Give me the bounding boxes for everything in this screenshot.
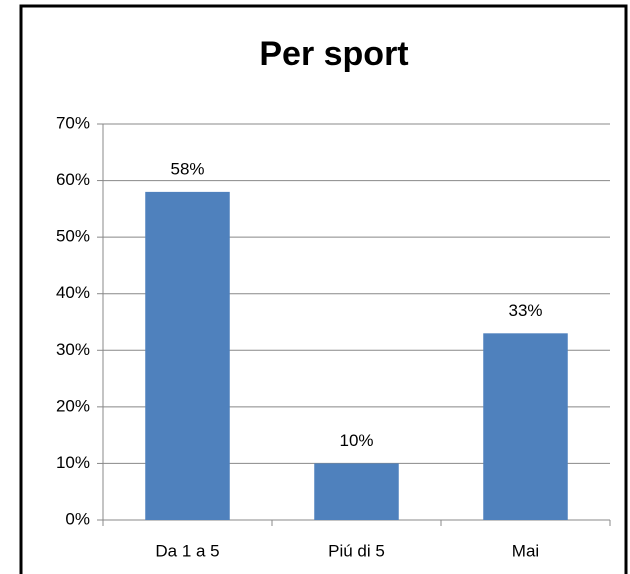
x-tick-label: Piú di 5	[328, 541, 385, 560]
bar	[314, 463, 399, 520]
data-label: 10%	[339, 431, 373, 450]
x-tick-label: Mai	[512, 541, 539, 560]
y-tick-label: 60%	[56, 170, 90, 189]
y-tick-label: 50%	[56, 227, 90, 246]
data-label: 33%	[508, 301, 542, 320]
y-tick-label: 20%	[56, 396, 90, 415]
y-tick-label: 70%	[56, 113, 90, 132]
y-tick-label: 10%	[56, 453, 90, 472]
x-tick-label: Da 1 a 5	[155, 541, 219, 560]
bar	[145, 191, 230, 520]
y-tick-label: 30%	[56, 340, 90, 359]
bar	[483, 333, 568, 520]
data-label: 58%	[170, 159, 204, 178]
chart-title: Per sport	[259, 35, 408, 73]
y-tick-label: 40%	[56, 283, 90, 302]
y-tick-label: 0%	[65, 509, 90, 528]
